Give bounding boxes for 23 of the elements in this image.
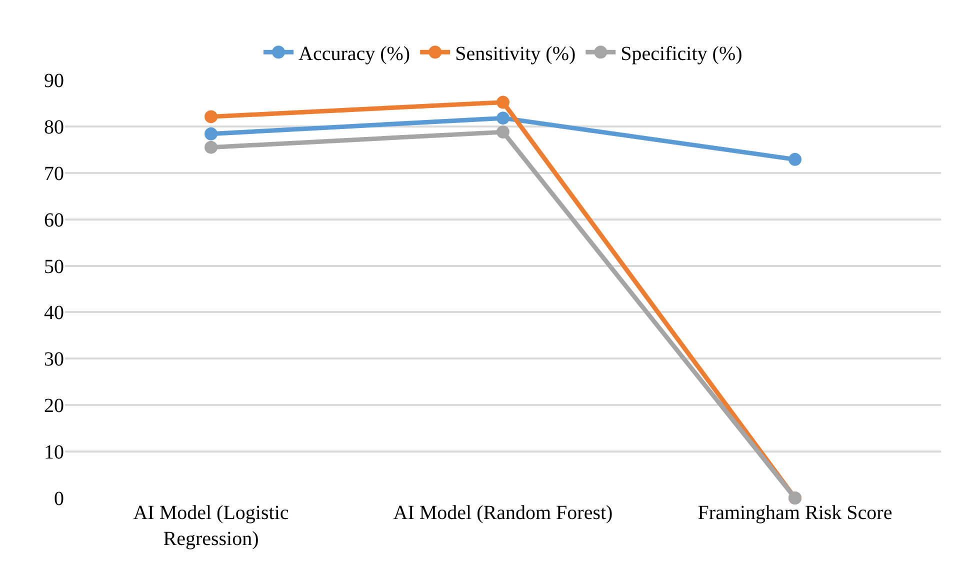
y-tick-label: 10 xyxy=(44,442,64,464)
y-tick-label: 70 xyxy=(44,162,64,185)
y-tick-label: 40 xyxy=(44,302,64,324)
legend-label: Sensitivity (%) xyxy=(455,42,576,65)
y-tick-label: 80 xyxy=(44,116,64,138)
legend-label: Specificity (%) xyxy=(620,42,742,65)
x-tick-label: AI Model (Random Forest) xyxy=(393,502,613,524)
y-tick-label: 50 xyxy=(44,256,64,278)
legend-label: Accuracy (%) xyxy=(298,42,410,65)
y-tick-label: 0 xyxy=(54,488,64,510)
point xyxy=(788,152,802,166)
y-tick-label: 20 xyxy=(44,395,64,418)
point xyxy=(496,126,510,139)
point xyxy=(204,110,218,124)
x-tick-label: Framingham Risk Score xyxy=(698,502,892,524)
y-tick-label: 30 xyxy=(44,348,64,371)
y-tick-label: 60 xyxy=(44,209,64,232)
point xyxy=(496,112,510,125)
point xyxy=(204,127,218,140)
point xyxy=(204,140,218,154)
point xyxy=(496,96,510,109)
y-tick-label: 90 xyxy=(44,70,64,92)
x-tick-label: AI Model (Logistic Regression) xyxy=(133,502,289,550)
